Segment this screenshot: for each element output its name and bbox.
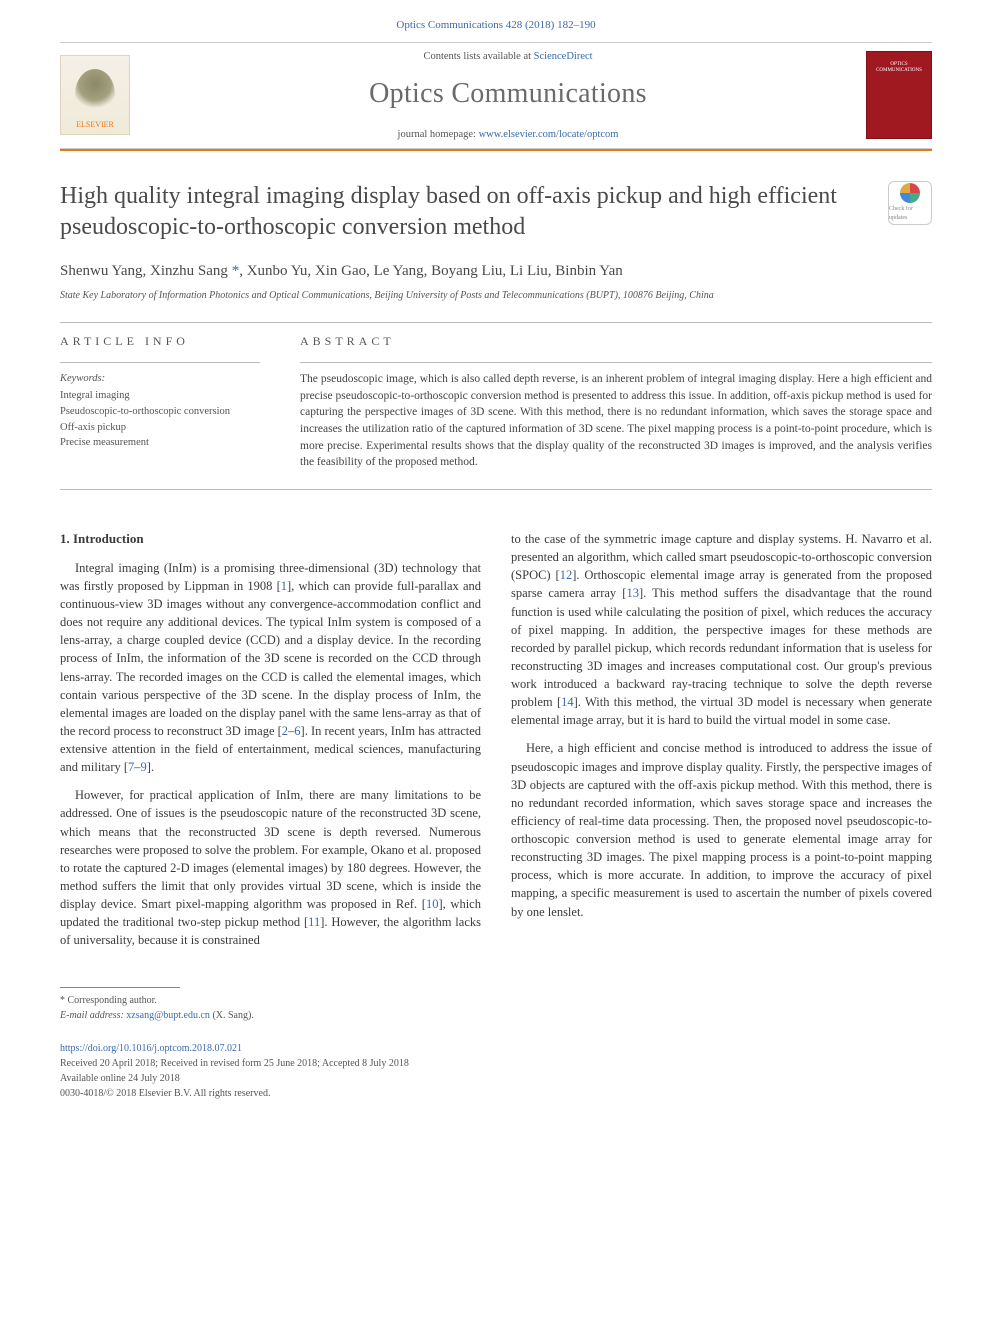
cover-thumb-title: OPTICS COMMUNICATIONS [867,62,931,73]
elsevier-logo: ELSEVIER [60,55,130,135]
footnote-rule [60,987,180,988]
body-text: 1. Introduction Integral imaging (InIm) … [60,530,932,949]
author-email-link[interactable]: xzsang@bupt.edu.cn [126,1010,210,1021]
divider [60,362,260,363]
homepage-line: journal homepage: www.elsevier.com/locat… [150,127,866,142]
running-header: Optics Communications 428 (2018) 182–190 [0,0,992,42]
crossmark-icon [900,183,920,203]
footnotes: * Corresponding author. E-mail address: … [60,979,932,1023]
doi-block: https://doi.org/10.1016/j.optcom.2018.07… [60,1041,932,1101]
journal-cover-thumb: OPTICS COMMUNICATIONS [866,51,932,139]
article-history: Received 20 April 2018; Received in revi… [60,1058,409,1069]
crossmark-label: Check for updates [889,205,931,222]
divider [60,322,932,323]
abstract-column: ABSTRACT The pseudoscopic image, which i… [300,333,932,471]
article-main: High quality integral imaging display ba… [0,151,992,1122]
banner-center: Contents lists available at ScienceDirec… [150,49,866,142]
keywords-heading: Keywords: [60,371,260,386]
article-info-label: ARTICLE INFO [60,333,260,350]
contents-prefix: Contents lists available at [423,51,533,62]
email-line: E-mail address: xzsang@bupt.edu.cn (X. S… [60,1009,932,1024]
keywords-list: Integral imagingPseudoscopic-to-orthosco… [60,388,260,451]
affiliation: State Key Laboratory of Information Phot… [60,289,932,304]
paragraph: Here, a high efficient and concise metho… [511,739,932,920]
author-list: Shenwu Yang, Xinzhu Sang *, Xunbo Yu, Xi… [60,261,932,283]
title-row: High quality integral imaging display ba… [60,181,932,243]
crossmark-badge[interactable]: Check for updates [888,181,932,225]
journal-title: Optics Communications [150,74,866,115]
paragraph: Integral imaging (InIm) is a promising t… [60,559,481,777]
article-info-column: ARTICLE INFO Keywords: Integral imagingP… [60,333,260,471]
keyword-item: Precise measurement [60,435,260,451]
corresponding-author-note: * Corresponding author. [60,994,932,1009]
elsevier-tree-icon [75,69,115,119]
copyright-line: 0030-4018/© 2018 Elsevier B.V. All right… [60,1088,270,1099]
online-date: Available online 24 July 2018 [60,1073,180,1084]
paragraph: However, for practical application of In… [60,786,481,949]
abstract-label: ABSTRACT [300,333,932,350]
keyword-item: Off-axis pickup [60,420,260,436]
article-title: High quality integral imaging display ba… [60,181,868,243]
email-owner: (X. Sang). [210,1010,254,1021]
divider [300,362,932,363]
abstract-text: The pseudoscopic image, which is also ca… [300,371,932,471]
info-abstract-row: ARTICLE INFO Keywords: Integral imagingP… [60,333,932,471]
divider [60,489,932,490]
elsevier-label: ELSEVIER [76,119,114,131]
sciencedirect-link[interactable]: ScienceDirect [534,51,593,62]
keyword-item: Integral imaging [60,388,260,404]
keyword-item: Pseudoscopic-to-orthoscopic conversion [60,404,260,420]
homepage-prefix: journal homepage: [398,129,479,140]
journal-banner: ELSEVIER Contents lists available at Sci… [60,42,932,149]
contents-line: Contents lists available at ScienceDirec… [150,49,866,64]
email-label: E-mail address: [60,1010,126,1021]
citation-link[interactable]: Optics Communications 428 (2018) 182–190 [396,19,595,31]
homepage-link[interactable]: www.elsevier.com/locate/optcom [479,129,619,140]
paragraph: to the case of the symmetric image captu… [511,530,932,729]
doi-link[interactable]: https://doi.org/10.1016/j.optcom.2018.07… [60,1043,242,1054]
section-heading: 1. Introduction [60,530,481,549]
